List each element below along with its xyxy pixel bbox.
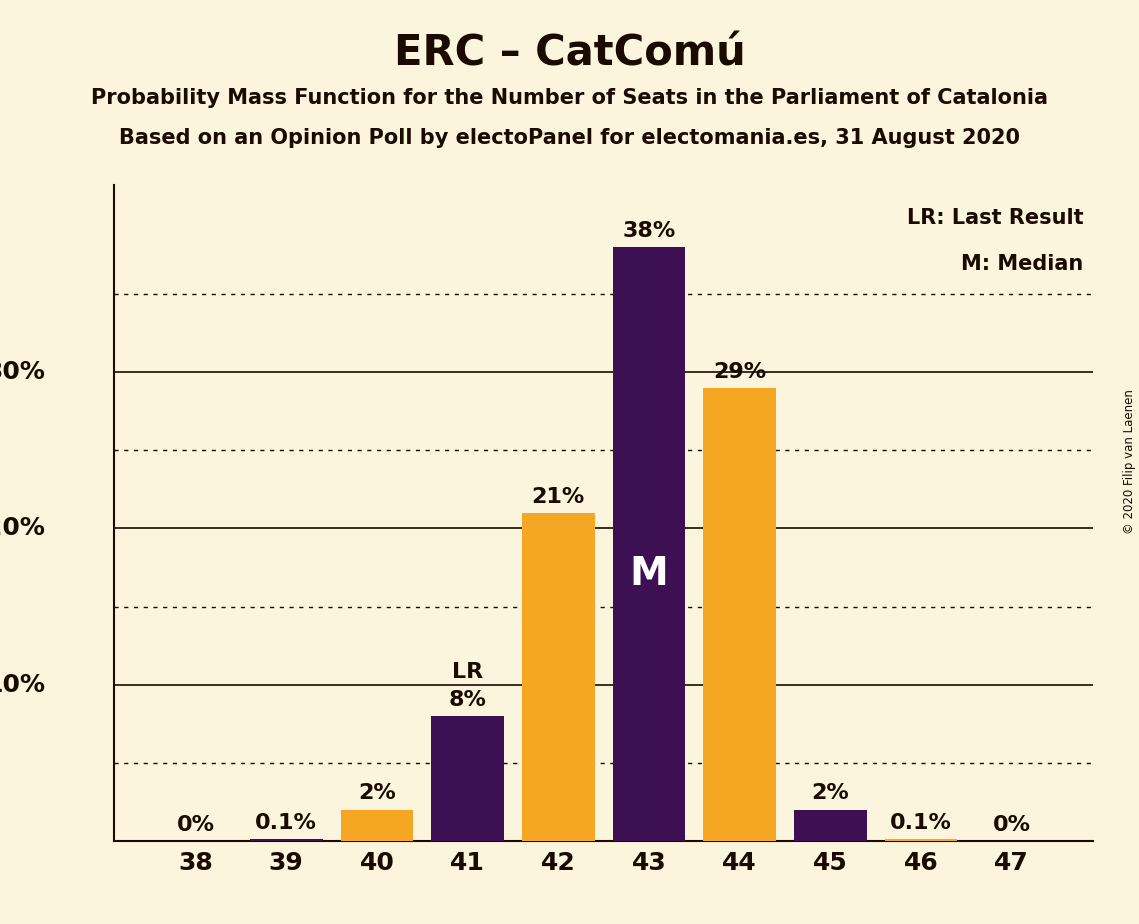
Text: 0%: 0% [177, 815, 214, 834]
Text: 0.1%: 0.1% [255, 813, 317, 833]
Text: Probability Mass Function for the Number of Seats in the Parliament of Catalonia: Probability Mass Function for the Number… [91, 88, 1048, 108]
Text: LR: Last Result: LR: Last Result [907, 208, 1083, 227]
Bar [249, 839, 322, 841]
Bar [794, 809, 867, 841]
Text: 30%: 30% [0, 360, 46, 384]
Text: M: Median: M: Median [961, 254, 1083, 274]
Bar [885, 839, 958, 841]
Text: M: M [630, 554, 669, 592]
Text: 38%: 38% [622, 221, 675, 241]
Text: ERC – CatComú: ERC – CatComú [394, 32, 745, 74]
Text: 29%: 29% [713, 361, 767, 382]
Text: 10%: 10% [0, 673, 46, 697]
Text: LR: LR [452, 662, 483, 682]
Bar [432, 716, 503, 841]
Text: 0%: 0% [993, 815, 1031, 834]
Text: 2%: 2% [358, 784, 395, 803]
Bar [522, 513, 595, 841]
Text: 8%: 8% [449, 689, 486, 710]
Bar [341, 809, 413, 841]
Text: 2%: 2% [812, 784, 850, 803]
Text: 20%: 20% [0, 517, 46, 541]
Text: © 2020 Filip van Laenen: © 2020 Filip van Laenen [1123, 390, 1137, 534]
Text: Based on an Opinion Poll by electoPanel for electomania.es, 31 August 2020: Based on an Opinion Poll by electoPanel … [118, 128, 1021, 148]
Bar [704, 388, 776, 841]
Bar [613, 248, 686, 841]
Text: 21%: 21% [532, 487, 585, 506]
Text: 0.1%: 0.1% [891, 813, 952, 833]
